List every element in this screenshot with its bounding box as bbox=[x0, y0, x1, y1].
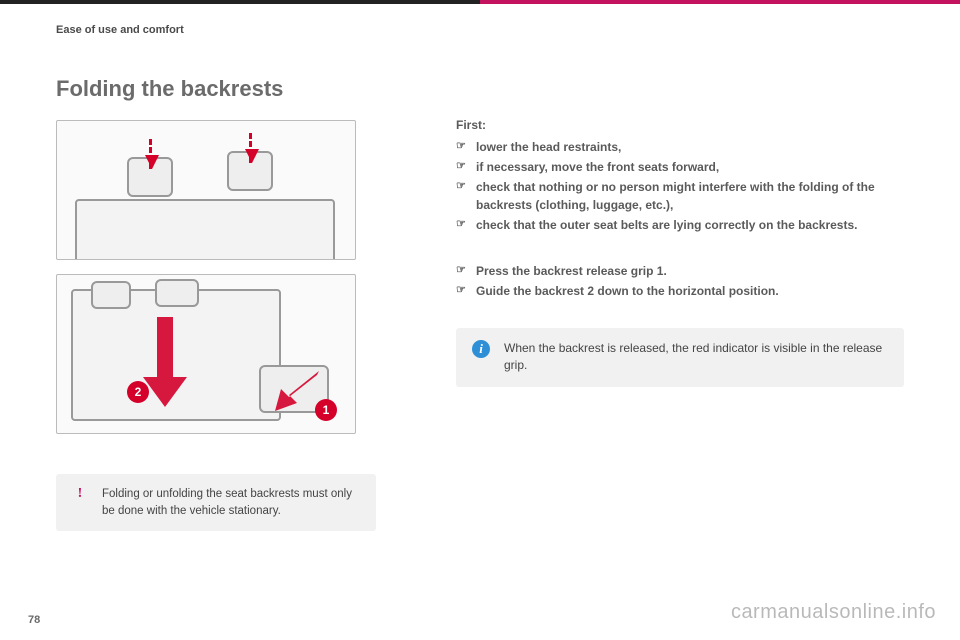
arrow-down-icon bbox=[145, 155, 159, 169]
warning-icon: ! bbox=[72, 486, 88, 502]
instructions-intro: First: bbox=[456, 118, 904, 132]
fold-arrow-icon bbox=[137, 307, 247, 417]
figure-release-fold: 2 1 bbox=[56, 274, 356, 434]
prep-step: lower the head restraints, bbox=[456, 138, 904, 156]
prep-step: check that the outer seat belts are lyin… bbox=[456, 216, 904, 234]
prep-step-list: lower the head restraints, if necessary,… bbox=[456, 138, 904, 234]
figure-lower-headrests bbox=[56, 120, 356, 260]
action-step: Guide the backrest 2 down to the horizon… bbox=[456, 282, 904, 300]
callout-badge-1: 1 bbox=[315, 399, 337, 421]
info-box: i When the backrest is released, the red… bbox=[456, 328, 904, 387]
top-accent-bar bbox=[0, 0, 960, 4]
action-step-list: Press the backrest release grip 1. Guide… bbox=[456, 262, 904, 300]
top-bar-dark-segment bbox=[0, 0, 480, 4]
prep-step: if necessary, move the front seats forwa… bbox=[456, 158, 904, 176]
warning-box: ! Folding or unfolding the seat backrest… bbox=[56, 474, 376, 531]
prep-step: check that nothing or no person might in… bbox=[456, 178, 904, 214]
arrow-down-icon bbox=[245, 149, 259, 163]
info-text: When the backrest is released, the red i… bbox=[504, 340, 888, 375]
warning-text: Folding or unfolding the seat backrests … bbox=[102, 486, 360, 519]
action-step: Press the backrest release grip 1. bbox=[456, 262, 904, 280]
section-title: Folding the backrests bbox=[56, 76, 416, 102]
top-bar-accent-segment bbox=[480, 0, 960, 4]
page-number: 78 bbox=[28, 614, 40, 626]
chapter-label: Ease of use and comfort bbox=[56, 24, 904, 36]
watermark: carmanualsonline.info bbox=[731, 601, 936, 624]
callout-badge-2: 2 bbox=[127, 381, 149, 403]
info-icon: i bbox=[472, 340, 490, 358]
